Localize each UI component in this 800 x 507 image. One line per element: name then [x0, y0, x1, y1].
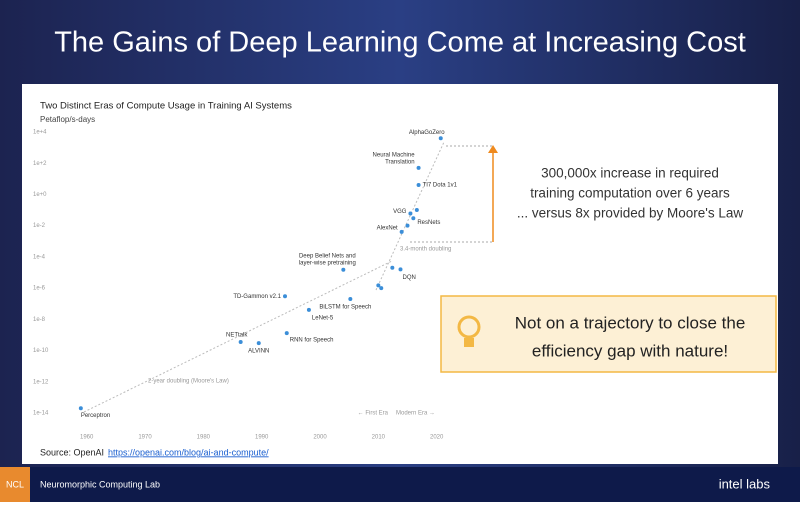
- chart-title: Two Distinct Eras of Compute Usage in Tr…: [40, 101, 292, 112]
- bulb-icon: [457, 315, 481, 339]
- point: [376, 283, 381, 288]
- point-label: Neural Machine: [373, 152, 416, 158]
- point-label: layer-wise pretraining: [299, 260, 356, 266]
- point-label: BiLSTM for Speech: [319, 305, 371, 311]
- point: [78, 406, 83, 411]
- point-label: Deep Belief Nets and: [299, 253, 356, 259]
- point-label: RNN for Speech: [290, 338, 334, 344]
- point: [398, 267, 403, 272]
- y-tick-label: 1e-14: [33, 411, 49, 417]
- y-tick-label: 1e-12: [33, 379, 49, 385]
- point-label: TD-Gammon v2.1: [233, 294, 281, 300]
- annotation: ← First Era: [358, 411, 389, 417]
- highlight-box: [440, 295, 777, 373]
- x-tick-label: 1970: [138, 435, 152, 441]
- annotation: Modern Era →: [396, 411, 435, 417]
- y-tick-label: 1e+0: [33, 192, 47, 198]
- point: [348, 297, 353, 302]
- point: [284, 331, 289, 336]
- point-label: TI7 Dota 1v1: [423, 183, 458, 189]
- source-link[interactable]: https://openai.com/blog/ai-and-compute/: [108, 447, 269, 457]
- point: [341, 267, 346, 272]
- point: [256, 341, 261, 346]
- footer-text: Neuromorphic Computing Lab: [40, 479, 160, 489]
- point-label: ALVINN: [248, 349, 269, 355]
- y-tick-label: 1e-6: [33, 286, 46, 292]
- point: [379, 286, 384, 291]
- point: [306, 307, 311, 312]
- point: [399, 229, 404, 234]
- y-tick-label: 1e-2: [33, 223, 46, 229]
- trend-modern: [375, 141, 445, 291]
- point-label: LeNet-5: [312, 316, 334, 322]
- x-tick-label: 1980: [197, 435, 211, 441]
- bulb-base: [464, 338, 474, 347]
- annotation: 3.4-month doubling: [400, 247, 451, 253]
- callout-line: training computation over 6 years: [530, 186, 730, 201]
- y-tick-label: 1e-4: [33, 254, 46, 260]
- arrow-head: [488, 145, 498, 153]
- trend-moore: [83, 260, 393, 413]
- x-tick-label: 1990: [255, 435, 269, 441]
- point: [390, 265, 395, 270]
- point-label: AlphaGoZero: [409, 130, 445, 136]
- source: Source: OpenAI: [40, 447, 104, 457]
- y-tick-label: 1e-8: [33, 317, 46, 323]
- badge-text: NCL: [6, 479, 24, 489]
- footer: [0, 467, 800, 502]
- y-tick-label: 1e+2: [33, 161, 47, 167]
- point: [411, 216, 416, 221]
- callout-line: ... versus 8x provided by Moore's Law: [517, 206, 743, 221]
- logo: intel labs: [719, 476, 771, 491]
- point-label: Perceptron: [81, 413, 110, 419]
- point: [405, 223, 410, 228]
- point-label: DQN: [403, 275, 416, 281]
- point-label: AlexNet: [377, 225, 398, 231]
- y-tick-label: 1e-10: [33, 348, 49, 354]
- x-tick-label: 2000: [313, 435, 327, 441]
- point: [416, 165, 421, 170]
- point-label: Translation: [385, 159, 414, 165]
- badge: [0, 467, 30, 502]
- point: [408, 211, 413, 216]
- x-tick-label: 1960: [80, 435, 94, 441]
- point: [416, 183, 421, 188]
- point-label: VGG: [393, 209, 407, 215]
- y-tick-label: 1e+4: [33, 130, 47, 136]
- slide-title: The Gains of Deep Learning Come at Incre…: [54, 27, 746, 59]
- highlight-line: Not on a trajectory to close the: [515, 313, 746, 332]
- callout-line: 300,000x increase in required: [541, 166, 719, 181]
- highlight-line: efficiency gap with nature!: [532, 341, 728, 360]
- x-tick-label: 2020: [430, 435, 444, 441]
- point-label: NETtalk: [226, 333, 248, 339]
- point-label: ResNets: [417, 220, 440, 226]
- x-tick-label: 2010: [372, 435, 386, 441]
- y-axis-label: Petaflop/s-days: [40, 115, 95, 124]
- point: [414, 208, 419, 213]
- point: [238, 340, 243, 345]
- point: [283, 294, 287, 299]
- point: [438, 136, 443, 141]
- annotation: 2-year doubling (Moore's Law): [148, 379, 229, 385]
- panel: [22, 84, 778, 464]
